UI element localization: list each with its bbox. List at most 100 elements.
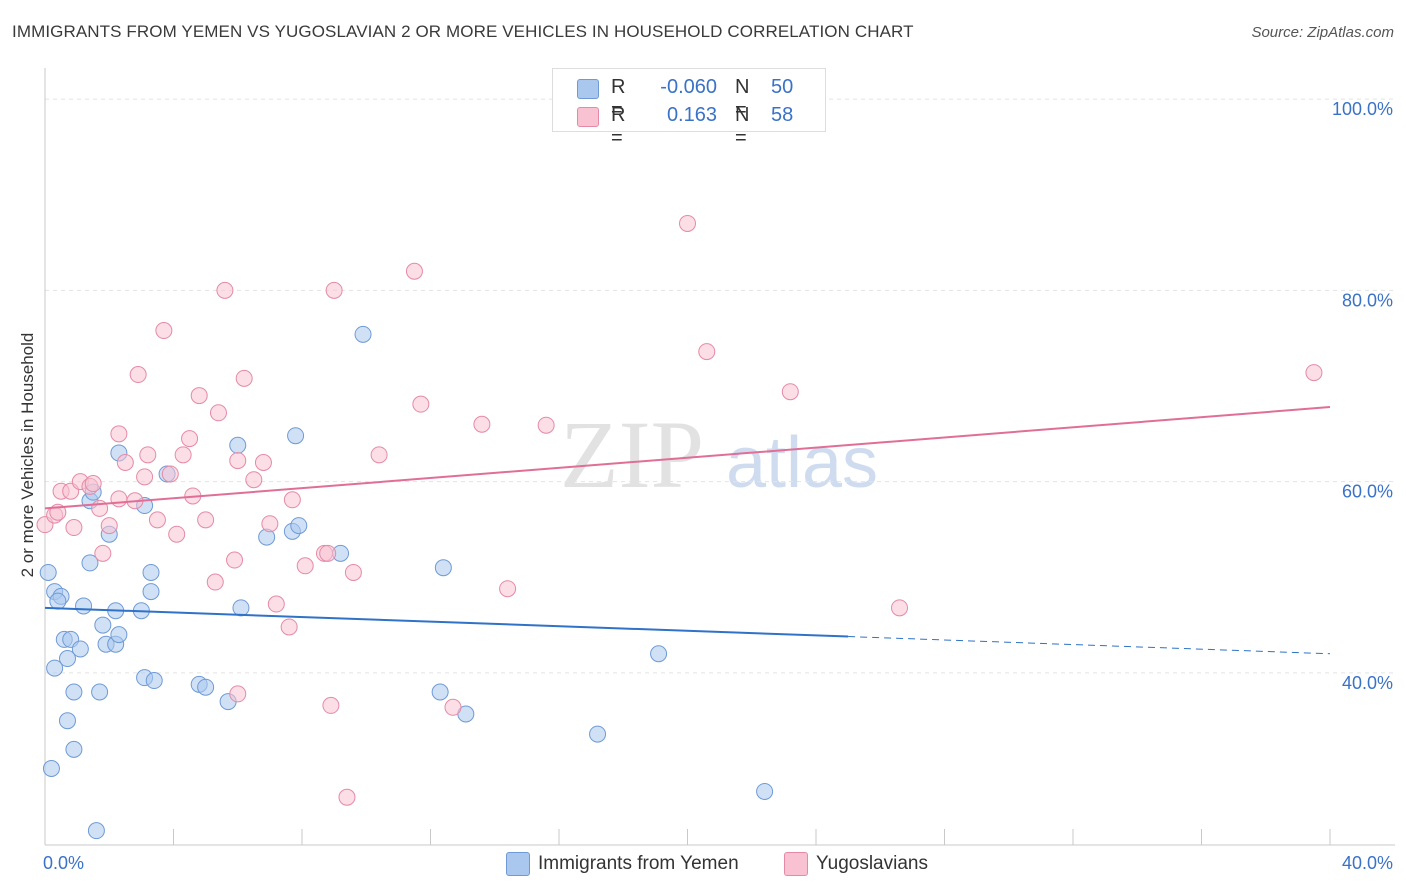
yugoslavian-point [129, 366, 147, 384]
y-tick-label: 40.0% [1342, 673, 1393, 693]
data-points [36, 214, 1323, 840]
yugoslavian-point [94, 544, 112, 562]
yugoslavian-point [325, 281, 343, 299]
yugoslavian-point [216, 281, 234, 299]
yemen-point [91, 683, 109, 701]
yemen-point [39, 563, 57, 581]
yugoslavian-point [110, 425, 128, 443]
yemen-point [49, 592, 67, 610]
yugoslavian-point [280, 618, 298, 636]
yugoslavian-point [148, 511, 166, 529]
yemen-point [431, 683, 449, 701]
n-label: N = [735, 76, 750, 121]
legend-swatch-yugoslavians [784, 852, 808, 876]
axes [44, 68, 1395, 846]
yugoslavian-point [197, 511, 215, 529]
yemen-trend-line-extension [848, 636, 1331, 655]
n-value-yugoslavians: 58 [771, 104, 794, 126]
yemen-point [232, 599, 250, 617]
yugoslavian-point [229, 452, 247, 470]
yugoslavian-point [100, 517, 118, 535]
yemen-point [142, 583, 160, 601]
source-label: Source: ZipAtlas.com [1251, 24, 1394, 41]
yugoslavian-point [261, 515, 279, 533]
yugoslavian-point [473, 415, 491, 433]
yugoslavian-point [235, 369, 253, 387]
yemen-point [81, 554, 99, 572]
r-label: R = [611, 76, 626, 121]
yugoslavian-point [412, 395, 430, 413]
yugoslavian-point [136, 468, 154, 486]
yugoslavian-point [537, 416, 555, 434]
yugoslavian-point [296, 557, 314, 575]
tick-labels: 40.0% 60.0% 80.0% 100.0% 0.0% 40.0% [43, 99, 1393, 873]
yemen-point [589, 725, 607, 743]
y-tick-label: 80.0% [1342, 290, 1393, 310]
yemen-point [65, 683, 83, 701]
yugoslavian-point [267, 595, 285, 613]
yugoslavian-point [116, 454, 134, 471]
x-tick-label: 40.0% [1342, 853, 1393, 873]
n-value-yemen: 50 [771, 76, 794, 98]
yemen-point [75, 597, 93, 615]
legend-label-yemen: Immigrants from Yemen [538, 853, 739, 874]
yugoslavian-point [319, 544, 337, 562]
yemen-point [197, 678, 215, 696]
yemen-point [87, 822, 105, 840]
yugoslavian-point [110, 490, 128, 508]
yugoslavian-point [254, 454, 272, 471]
y-tick-label: 60.0% [1342, 482, 1393, 502]
x-tick-label: 0.0% [43, 853, 84, 873]
yugoslavians-swatch [577, 107, 599, 127]
yemen-point [142, 563, 160, 581]
yugoslavian-point [245, 471, 263, 489]
yugoslavian-point [781, 383, 799, 401]
yemen-point [110, 626, 128, 644]
yugoslavian-point [155, 322, 173, 340]
yemen-point [94, 616, 112, 634]
yugoslavian-point [226, 551, 244, 569]
yemen-point [58, 712, 76, 730]
yugoslavian-point [891, 599, 909, 617]
yemen-point [354, 325, 372, 343]
yemen-point [434, 559, 452, 577]
watermark-atlas: atlas [726, 423, 878, 503]
stats-box: R = -0.060 N = 50 R = 0.163 N = 58 [552, 68, 826, 149]
yemen-point [290, 517, 308, 535]
yugoslavian-point [84, 475, 102, 493]
yugoslavian-point [168, 525, 186, 543]
yugoslavian-point [322, 696, 340, 714]
yemen-swatch [577, 79, 599, 99]
watermark-zip: ZIP [560, 401, 704, 508]
yugoslavian-point [174, 446, 192, 464]
yugoslavian-point [1305, 364, 1323, 382]
y-tick-label: 100.0% [1332, 99, 1393, 119]
yemen-point [42, 760, 60, 777]
yugoslavian-point [229, 685, 247, 703]
yemen-point [145, 672, 163, 690]
yemen-point [287, 427, 305, 445]
trend-lines [44, 406, 1331, 655]
yugoslavian-point [444, 698, 462, 716]
yugoslavian-point [344, 563, 362, 581]
yemen-point [650, 645, 668, 663]
yugoslavian-point [190, 387, 208, 405]
legend-label-yugoslavians: Yugoslavians [816, 853, 928, 874]
yugoslavian-point [338, 788, 356, 806]
yugoslavian-trend-line [44, 406, 1331, 510]
yugoslavian-point [139, 446, 157, 464]
yemen-point [71, 640, 89, 658]
yugoslavian-point [405, 262, 423, 280]
yugoslavian-point [370, 446, 388, 464]
yugoslavian-point [161, 465, 179, 483]
yugoslavian-point [283, 491, 301, 509]
r-label: R = [611, 104, 626, 149]
legend-swatch-yemen [506, 852, 530, 876]
r-value-yugoslavians: 0.163 [666, 104, 717, 126]
yugoslavian-point [181, 430, 199, 448]
yemen-point [65, 740, 83, 758]
yemen-point [229, 436, 247, 454]
n-label: N = [735, 104, 750, 149]
yugoslavian-point [679, 214, 696, 232]
